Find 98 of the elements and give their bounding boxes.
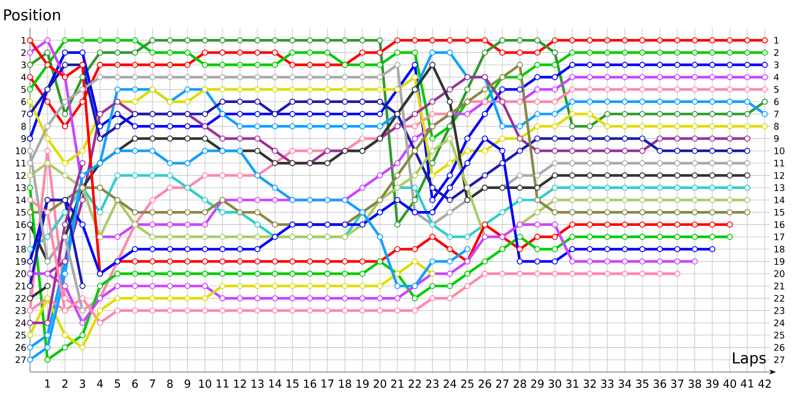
y2-tick-label: 26 — [774, 344, 784, 351]
y2-tick-label: 11 — [774, 160, 784, 166]
y-tick-label: 15 — [16, 208, 26, 216]
y-tick-label: 20 — [16, 270, 26, 278]
x-tick-label: 11 — [216, 380, 228, 388]
y-tick-label: 13 — [16, 184, 26, 192]
y-tick-label: 3 — [21, 61, 26, 68]
y-tick-label: 25 — [16, 332, 26, 339]
x-tick-label: 38 — [688, 380, 702, 388]
y-tick-label: 11 — [16, 160, 26, 166]
x-tick-label: 30 — [548, 380, 562, 388]
x-tick-label: 32 — [584, 380, 596, 388]
x-tick-label: 5 — [114, 380, 120, 388]
y-tick-label: 23 — [16, 307, 26, 314]
y-tick-label: 10 — [16, 147, 26, 154]
x-tick-label: 27 — [496, 380, 508, 388]
x-tick-label: 29 — [531, 380, 544, 388]
x-tick-label: 25 — [461, 380, 474, 388]
y-tick-label: 26 — [16, 344, 26, 351]
y-tick-label: 9 — [21, 135, 26, 142]
x-tick-label: 35 — [636, 380, 648, 388]
y-tick-label: 7 — [21, 110, 26, 118]
y-tick-label: 14 — [16, 196, 26, 204]
x-tick-label: 33 — [601, 380, 614, 388]
y-tick-label: 17 — [16, 234, 26, 240]
y2-tick-label: 5 — [774, 86, 778, 93]
y2-tick-label: 6 — [774, 98, 779, 106]
x-tick-label: 19 — [356, 380, 369, 388]
y2-tick-label: 19 — [774, 258, 784, 265]
y-tick-label: 5 — [21, 86, 26, 93]
y-tick-label: 4 — [21, 74, 26, 80]
y-tick-label: 21 — [16, 282, 26, 290]
x-tick-label: 24 — [444, 380, 456, 388]
x-axis-title: Laps — [733, 352, 766, 366]
x-tick-label: 12 — [234, 380, 246, 388]
y2-tick-label: 9 — [774, 135, 779, 142]
y2-tick-label: 14 — [774, 196, 784, 204]
y2-tick-label: 18 — [774, 246, 784, 253]
x-tick-label: 16 — [304, 380, 316, 388]
x-tick-label: 41 — [740, 380, 754, 388]
x-tick-label: 40 — [723, 380, 736, 388]
y2-tick-label: 20 — [774, 270, 784, 278]
y2-tick-label: 24 — [774, 320, 784, 326]
y2-tick-label: 15 — [774, 208, 784, 216]
y2-tick-label: 3 — [774, 61, 779, 68]
x-tick-label: 18 — [339, 380, 352, 388]
y-tick-label: 19 — [16, 258, 26, 265]
x-tick-label: 1 — [45, 380, 50, 388]
x-tick-label: 37 — [671, 380, 684, 388]
y-axis-title: Position — [4, 8, 60, 20]
x-tick-label: 10 — [199, 380, 212, 388]
y-tick-label: 18 — [16, 246, 26, 253]
y-tick-label: 24 — [16, 320, 26, 326]
y2-tick-label: 8 — [774, 122, 779, 130]
y2-tick-label: 4 — [774, 74, 779, 80]
x-tick-label: 36 — [654, 380, 666, 388]
x-tick-label: 13 — [252, 380, 264, 388]
x-tick-label: 34 — [618, 380, 632, 388]
y-tick-label: 22 — [16, 294, 26, 302]
y-tick-label: 27 — [16, 356, 26, 364]
y2-tick-label: 10 — [774, 147, 784, 154]
y2-tick-label: 7 — [774, 110, 778, 118]
y-tick-label: 2 — [21, 49, 26, 56]
y2-tick-label: 21 — [774, 282, 784, 290]
x-tick-label: 8 — [167, 380, 173, 388]
x-tick-label: 3 — [80, 380, 86, 388]
x-tick-label: 20 — [374, 380, 386, 388]
x-tick-label: 2 — [62, 380, 68, 388]
y2-tick-label: 12 — [774, 172, 784, 179]
y-tick-label: 6 — [21, 98, 26, 106]
y2-tick-label: 27 — [774, 356, 784, 364]
x-tick-label: 15 — [286, 380, 298, 388]
y2-tick-label: 13 — [774, 184, 784, 192]
x-tick-label: 14 — [269, 380, 282, 388]
x-tick-label: 22 — [408, 380, 421, 388]
x-tick-label: 39 — [706, 380, 718, 388]
y2-tick-label: 1 — [774, 37, 778, 44]
x-tick-label: 26 — [478, 380, 492, 388]
y2-tick-label: 17 — [774, 234, 784, 240]
y2-tick-label: 16 — [774, 221, 784, 228]
x-tick-label: 42 — [758, 380, 771, 388]
y-tick-label: 12 — [16, 172, 26, 179]
x-tick-label: 21 — [391, 380, 404, 388]
y2-tick-label: 2 — [774, 49, 778, 56]
x-tick-label: 9 — [184, 380, 190, 388]
x-tick-label: 28 — [514, 380, 526, 388]
y-tick-label: 16 — [16, 221, 26, 228]
x-tick-label: 6 — [132, 380, 138, 388]
x-tick-label: 17 — [322, 380, 334, 388]
x-tick-label: 7 — [150, 380, 156, 388]
y2-tick-label: 22 — [774, 294, 784, 302]
x-tick-label: 23 — [426, 380, 438, 388]
x-tick-label: 4 — [97, 380, 103, 388]
y2-tick-label: 23 — [774, 307, 784, 314]
y-tick-label: 8 — [21, 122, 26, 130]
y-tick-label: 1 — [22, 37, 26, 44]
x-tick-label: 31 — [566, 380, 578, 388]
y2-tick-label: 25 — [774, 332, 784, 339]
